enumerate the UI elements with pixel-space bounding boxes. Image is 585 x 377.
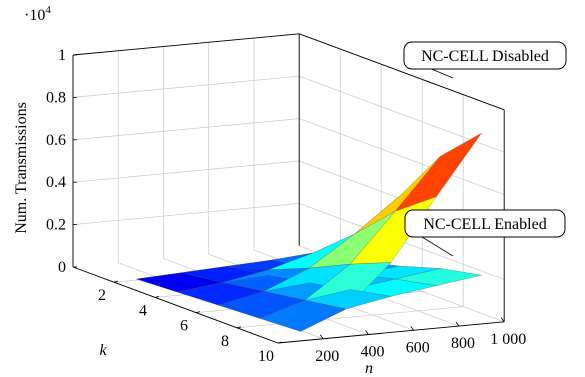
k-tick-label: 10 — [258, 348, 274, 365]
z-multiplier-exponent: 4 — [45, 4, 51, 16]
k-tick-mark — [236, 326, 242, 329]
z-tick-label: 0.6 — [46, 132, 66, 149]
z-tick-label: 1 — [58, 47, 66, 64]
k-axis-line — [72, 266, 279, 344]
grid-line-n — [253, 38, 460, 327]
k-tick-mark — [277, 341, 283, 344]
k-tick-label: 8 — [221, 333, 229, 350]
n-tick-label: 600 — [406, 339, 430, 356]
n-tick-mark — [410, 326, 415, 331]
top-back-edge-line — [72, 33, 300, 56]
z-tick-label: 0 — [58, 259, 66, 276]
z-tick-label: 0.8 — [46, 89, 66, 106]
callout-enabled: NC-CELL Enabled — [404, 209, 566, 257]
k-tick-label: 4 — [139, 302, 147, 319]
k-tick-mark — [113, 280, 119, 283]
callout-disabled: NC-CELL Disabled — [403, 41, 567, 79]
grid-line-k — [113, 49, 341, 283]
n-tick-mark — [455, 321, 460, 327]
axes-layer — [72, 33, 505, 344]
top-right-edge-line — [299, 33, 505, 111]
callout-enabled-box — [404, 209, 566, 238]
n-tick-mark — [500, 317, 505, 323]
n-axis-line — [277, 321, 505, 344]
surface-patch-s0-k3-n3 — [394, 132, 482, 212]
k-tick-label: 2 — [98, 287, 106, 304]
z-tick-label: 0.2 — [46, 217, 66, 234]
n-tick-label: 400 — [360, 344, 384, 361]
z-multiplier: ·104 — [24, 4, 51, 24]
k-tick-label: 6 — [180, 318, 188, 335]
n-tick-label: 800 — [451, 335, 475, 352]
n-tick-label: 200 — [315, 348, 339, 365]
callout-disabled-box — [403, 41, 567, 70]
z-multiplier-base: ·10 — [24, 7, 45, 24]
k-tick-mark — [195, 311, 201, 313]
k-axis-label: k — [99, 342, 107, 359]
callout-disabled-text: NC-CELL Disabled — [421, 48, 549, 65]
n-tick-mark — [319, 334, 324, 340]
callout-enabled-pointer — [421, 236, 454, 257]
surface-patch-s1-k3-n0 — [258, 299, 347, 332]
k-tick-mark — [154, 296, 160, 298]
grid-line-z — [72, 75, 505, 153]
n-tick-mark — [365, 330, 369, 335]
n-tick-label: 1 000 — [490, 331, 526, 348]
z-tick-label: 0.4 — [46, 174, 66, 191]
ticks-layer: 0 0.2 0.4 0.6 0.8 1 2 4 6 8 10 200 400 600 800 1 000 — [46, 47, 526, 365]
n-axis-label: n — [365, 360, 373, 377]
callout-enabled-text: NC-CELL Enabled — [423, 216, 546, 233]
y-axis-label: Num. Transmissions — [13, 102, 30, 234]
surface-layer — [136, 132, 482, 332]
